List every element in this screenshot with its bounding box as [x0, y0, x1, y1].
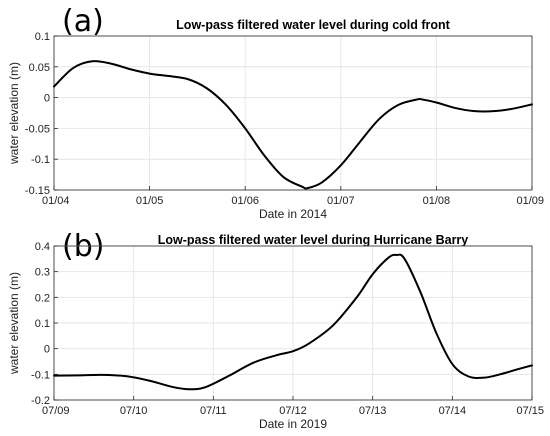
y-tick-label: 0.05: [29, 62, 50, 74]
y-tick-label: 0: [44, 93, 50, 105]
x-tick-label: 01/09: [516, 195, 544, 207]
panel-a-title: Low-pass filtered water level during col…: [176, 18, 450, 32]
x-tick-label: 07/13: [359, 405, 387, 417]
panel-a-y-ticks: 0.1 0.05 0 -0.05 -0.1 -0.15: [25, 31, 58, 197]
x-tick-label: 01/04: [42, 195, 70, 207]
panel-b-y-ticks: 0.4 0.3 0.2 0.1 0 -0.1 -0.2: [31, 241, 58, 407]
panel-b-title: Low-pass filtered water level during Hur…: [158, 233, 469, 247]
panel-a-water-level-line: [53, 60, 533, 190]
x-tick-label: 01/08: [423, 195, 451, 207]
y-tick-label: 0.1: [35, 31, 50, 43]
x-tick-label: 07/14: [439, 405, 467, 417]
y-tick-label: -0.05: [25, 123, 50, 135]
panel-a-letter: (a): [62, 4, 104, 39]
y-tick-label: 0.4: [35, 241, 50, 253]
panel-a-grid: [53, 35, 533, 191]
y-tick-label: 0.2: [35, 292, 50, 304]
y-tick-label: -0.1: [31, 154, 50, 166]
panel-a-axes-frame: [53, 35, 533, 191]
x-tick-label: 01/05: [136, 195, 164, 207]
panel-b-y-axis-label: water elevation (m): [7, 272, 21, 375]
panel-b-x-axis-label: Date in 2019: [259, 417, 327, 431]
x-tick-label: 07/10: [120, 405, 148, 417]
y-tick-label: -0.1: [31, 369, 50, 381]
x-tick-label: 07/12: [279, 405, 307, 417]
y-tick-label: 0.1: [35, 318, 50, 330]
panel-a-x-axis-label: Date in 2014: [259, 207, 327, 221]
panel-b: (b) Low-pass filtered water level during…: [7, 229, 544, 431]
y-tick-label: -0.15: [25, 185, 50, 197]
panel-a-y-axis-label: water elevation (m): [7, 62, 21, 165]
x-tick-label: 07/15: [516, 405, 544, 417]
x-tick-label: 07/09: [42, 405, 70, 417]
panel-b-x-ticks: 07/09 07/10 07/11 07/12 07/13 07/14 07/15: [42, 396, 544, 417]
panel-b-water-level-line: [53, 253, 533, 391]
y-tick-label: 0: [44, 344, 50, 356]
panel-a-x-ticks: 01/04 01/05 01/06 01/07 01/08 01/09: [42, 186, 544, 207]
x-tick-label: 07/11: [200, 405, 227, 417]
panel-a: (a) Low-pass filtered water level during…: [7, 4, 544, 221]
x-tick-label: 01/07: [327, 195, 355, 207]
x-tick-label: 01/06: [231, 195, 259, 207]
y-tick-label: -0.2: [31, 395, 50, 407]
y-tick-label: 0.3: [35, 267, 50, 279]
